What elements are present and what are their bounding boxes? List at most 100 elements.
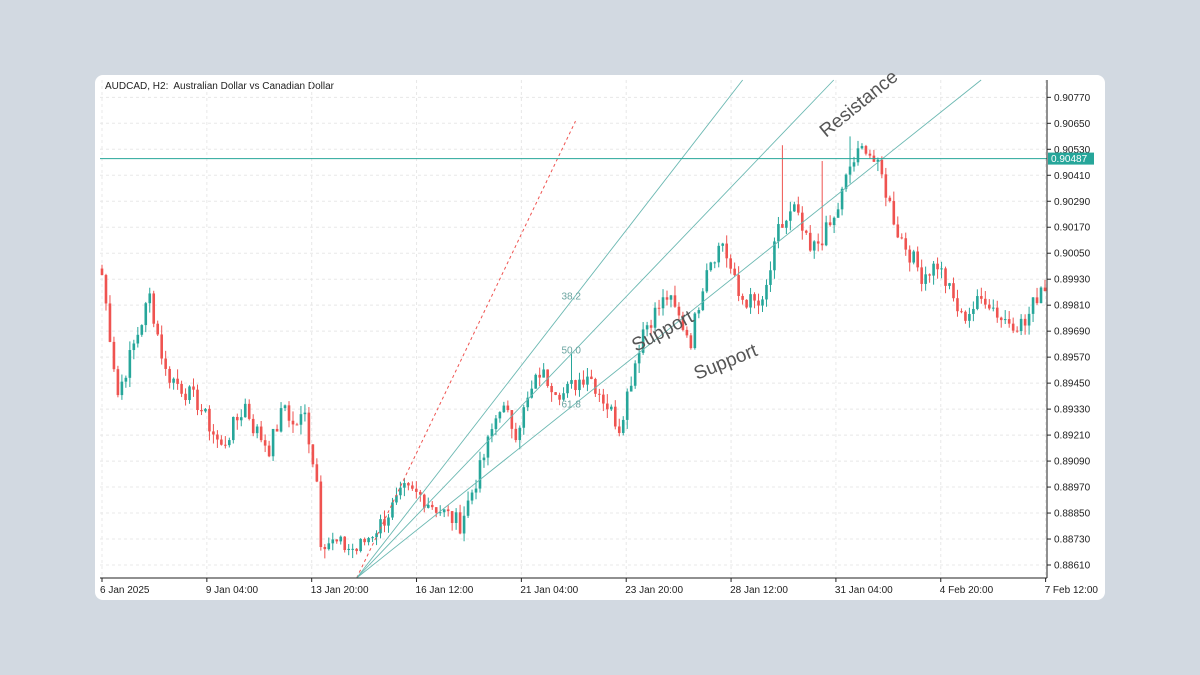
y-tick-label: 0.89210 <box>1054 431 1091 442</box>
candle-body <box>681 315 685 330</box>
candle-body <box>140 325 144 335</box>
candle-body <box>1007 319 1011 324</box>
candle-body <box>287 405 291 421</box>
y-tick-label: 0.90050 <box>1054 249 1091 260</box>
candle-body <box>840 188 844 210</box>
candle-body <box>621 419 625 433</box>
x-tick-label: 23 Jan 20:00 <box>625 585 683 596</box>
candle-body <box>725 243 728 259</box>
candle-body <box>490 429 494 437</box>
candle-body <box>602 394 605 404</box>
candle-body <box>359 538 362 552</box>
x-tick-label: 7 Feb 12:00 <box>1045 585 1099 596</box>
candle-body <box>924 274 927 284</box>
y-tick-label: 0.89330 <box>1054 405 1091 416</box>
candle-body <box>367 538 370 543</box>
y-tick-label: 0.89450 <box>1054 379 1091 390</box>
candle-body <box>538 374 541 378</box>
candle-body <box>518 427 522 441</box>
candle-body <box>426 504 430 508</box>
candle-body <box>797 204 800 213</box>
candle-body <box>422 494 426 508</box>
candle-body <box>478 460 482 489</box>
candle-body <box>606 403 609 410</box>
candle-body <box>379 519 382 534</box>
candle-body <box>399 487 402 496</box>
candle-body <box>251 418 255 434</box>
candle-body <box>892 201 896 225</box>
candle-body <box>104 275 108 304</box>
candle-body <box>657 307 661 309</box>
candle-body <box>411 485 414 489</box>
candle-body <box>598 393 601 395</box>
candle-body <box>271 428 275 457</box>
candle-body <box>641 329 645 353</box>
candle-body <box>884 174 888 198</box>
candle-body <box>749 294 752 308</box>
candle-body <box>212 431 215 435</box>
candle-body <box>562 393 565 400</box>
candle-body <box>717 245 721 263</box>
candle-body <box>156 323 160 335</box>
y-tick-label: 0.88970 <box>1054 483 1091 494</box>
candle-body <box>554 392 557 395</box>
candle-body <box>172 378 175 383</box>
candle-body <box>502 405 506 413</box>
fan-line <box>356 79 744 579</box>
candle-body <box>160 334 163 359</box>
candle-body <box>828 222 832 226</box>
candle-body <box>964 311 967 321</box>
candle-body <box>836 209 840 218</box>
candle-body <box>474 488 478 493</box>
y-tick-label: 0.90530 <box>1054 145 1091 156</box>
candle-body <box>120 381 124 396</box>
x-tick-label: 6 Jan 2025 <box>100 585 150 596</box>
candle-body <box>713 262 717 264</box>
candle-body <box>224 444 227 446</box>
candle-body <box>940 268 943 270</box>
candle-body <box>168 368 171 383</box>
candle-body <box>976 296 979 309</box>
candle-body <box>132 343 136 351</box>
candle-body <box>948 283 951 286</box>
candle-body <box>383 519 386 526</box>
candle-body <box>216 434 219 440</box>
chart-card <box>95 75 1105 600</box>
candle-body <box>789 211 792 221</box>
candle-body <box>434 507 438 513</box>
candle-body <box>391 502 394 518</box>
candle-body <box>960 311 963 313</box>
candle-body <box>991 307 995 309</box>
x-tick-label: 9 Jan 04:00 <box>206 585 259 596</box>
candle-body <box>128 350 132 378</box>
candle-body <box>403 483 406 488</box>
candle-body <box>323 547 327 550</box>
candle-body <box>904 238 908 250</box>
candle-body <box>852 162 856 167</box>
candle-body <box>200 410 203 412</box>
candle-body <box>259 426 263 441</box>
candle-body <box>944 268 947 286</box>
candle-body <box>972 308 975 314</box>
candle-body <box>124 377 128 382</box>
candle-body <box>800 212 804 231</box>
candle-body <box>908 249 912 263</box>
y-axis: 0.90770 0.90650 0.90530 0.90410 0.90290 0.901… <box>1047 93 1091 572</box>
candle-body <box>987 304 991 309</box>
candle-body <box>351 548 354 550</box>
candle-body <box>275 428 279 432</box>
candle-body <box>753 294 756 301</box>
candle-body <box>315 464 319 482</box>
candle-body <box>446 509 450 512</box>
candle-body <box>848 166 852 175</box>
candle-body <box>442 509 446 513</box>
candle-body <box>816 241 820 244</box>
candle-body <box>900 237 904 239</box>
candle-body <box>804 230 808 233</box>
candle-body <box>773 241 776 271</box>
candle-body <box>701 291 705 311</box>
y-tick-label: 0.88610 <box>1054 561 1091 572</box>
candle-body <box>999 317 1003 321</box>
